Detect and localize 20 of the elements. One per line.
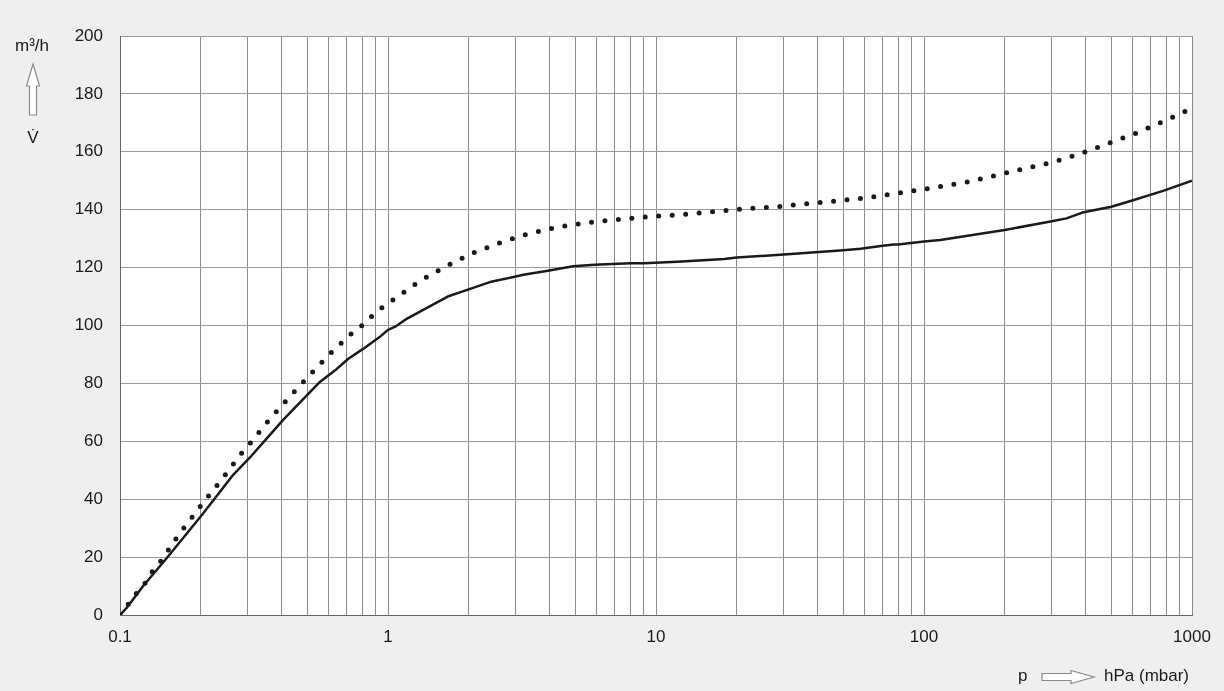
x-axis-title: p: [1018, 666, 1028, 686]
y-tick-label: 200: [74, 25, 103, 45]
y-tick-label: 140: [74, 199, 103, 219]
x-tick-label: 100: [909, 626, 939, 646]
y-tick-label: 120: [74, 257, 103, 277]
y-tick-label: 0: [93, 604, 103, 624]
x-tick-label: 0.1: [108, 626, 132, 646]
x-tick-label: 10: [646, 626, 666, 646]
y-axis-title: V̇: [26, 128, 40, 148]
x-tick-label: 1000: [1173, 626, 1211, 646]
y-tick-label: 20: [84, 546, 103, 566]
y-tick-label: 60: [84, 430, 103, 450]
y-tick-label: 160: [74, 141, 103, 161]
x-tick-label: 1: [383, 626, 393, 646]
text: m³/h: [15, 36, 49, 56]
y-tick-label: 100: [74, 315, 103, 335]
y-tick-label: 180: [74, 83, 103, 103]
y-tick-label: 80: [84, 373, 103, 393]
text: hPa (mbar): [1104, 666, 1190, 686]
y-tick-label: 40: [84, 488, 103, 508]
